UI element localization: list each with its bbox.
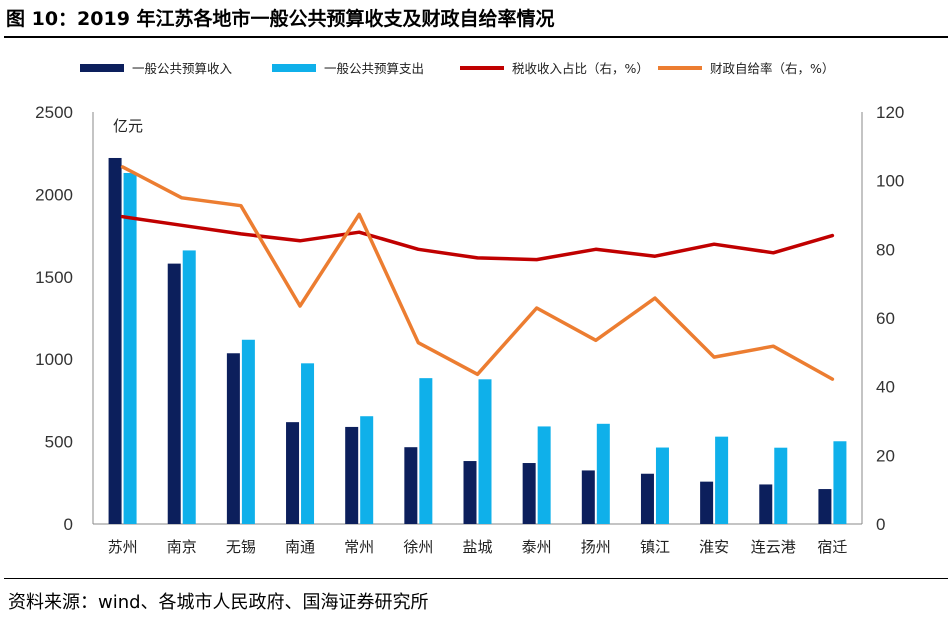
right-tick-label: 120 [876,103,904,122]
bar-expenditure [360,416,374,524]
axes [92,112,863,525]
category-label: 南通 [285,538,315,556]
legend-label: 一般公共预算收入 [132,61,233,76]
right-tick-label: 0 [876,515,885,534]
category-label: 泰州 [522,538,552,556]
bar-expenditure [182,250,196,524]
bar-revenue [818,489,832,524]
category-label: 南京 [167,538,197,556]
bar-expenditure [833,441,847,524]
bar-revenue [581,470,595,524]
category-label: 苏州 [108,538,138,556]
bar-expenditure [715,436,729,524]
bar-expenditure [596,423,610,524]
bar-revenue [463,461,477,524]
lines [120,165,835,381]
bar-expenditure [655,447,669,524]
chart-svg: 一般公共预算收入 一般公共预算支出 税收收入占比（右，%） 财政自给率（右，%） 0 5… [35,61,904,556]
title-divider [4,36,948,38]
legend-label: 一般公共预算支出 [324,61,424,76]
left-tick-label: 0 [64,515,73,534]
source-note: 资料来源：wind、各城市人民政府、国海证券研究所 [8,592,429,613]
left-tick-label: 500 [45,433,73,452]
category-label: 盐城 [462,538,492,556]
bar-expenditure [478,379,492,524]
bar-revenue [640,473,654,524]
category-label: 连云港 [751,538,796,556]
figure-title: 图 10：2019 年江苏各地市一般公共预算收支及财政自给率情况 [6,8,555,30]
bar-expenditure [123,172,137,524]
right-tick-label: 20 [876,446,895,465]
right-tick-label: 80 [876,240,895,259]
legend-swatch [80,64,124,72]
category-label: 扬州 [581,538,611,556]
left-tick-label: 2500 [35,103,73,122]
legend-label: 税收收入占比（右，%） [512,61,649,76]
bar-expenditure [774,447,788,524]
bar-expenditure [241,339,255,524]
bar-revenue [522,463,536,524]
bar-revenue [108,157,122,525]
bar-revenue [345,426,359,524]
bar-revenue [286,422,300,524]
bars [108,157,847,525]
source-divider [4,578,948,579]
unit-label: 亿元 [113,117,143,135]
line-self-sufficiency [120,165,835,381]
category-label: 常州 [344,538,374,556]
bar-revenue [404,447,418,524]
category-label: 无锡 [226,538,256,556]
right-tick-label: 60 [876,309,895,328]
bar-expenditure [301,363,315,524]
right-tick-label: 40 [876,378,895,397]
line-tax-share [120,214,835,262]
left-tick-label: 2000 [35,185,73,204]
left-tick-label: 1500 [35,268,73,287]
category-label: 徐州 [403,538,433,556]
right-tick-label: 100 [876,172,904,191]
category-label: 淮安 [699,538,729,556]
left-tick-label: 1000 [35,350,73,369]
bar-revenue [226,353,240,524]
bar-revenue [167,263,181,524]
bar-expenditure [537,426,551,524]
legend-swatch [272,64,316,72]
category-label: 镇江 [640,538,670,556]
bar-revenue [700,481,714,524]
bar-expenditure [419,378,433,524]
legend: 一般公共预算收入 一般公共预算支出 税收收入占比（右，%） 财政自给率（右，%） [80,61,834,76]
category-label: 宿迁 [817,538,847,556]
bar-revenue [759,484,773,524]
legend-label: 财政自给率（右，%） [710,61,834,76]
